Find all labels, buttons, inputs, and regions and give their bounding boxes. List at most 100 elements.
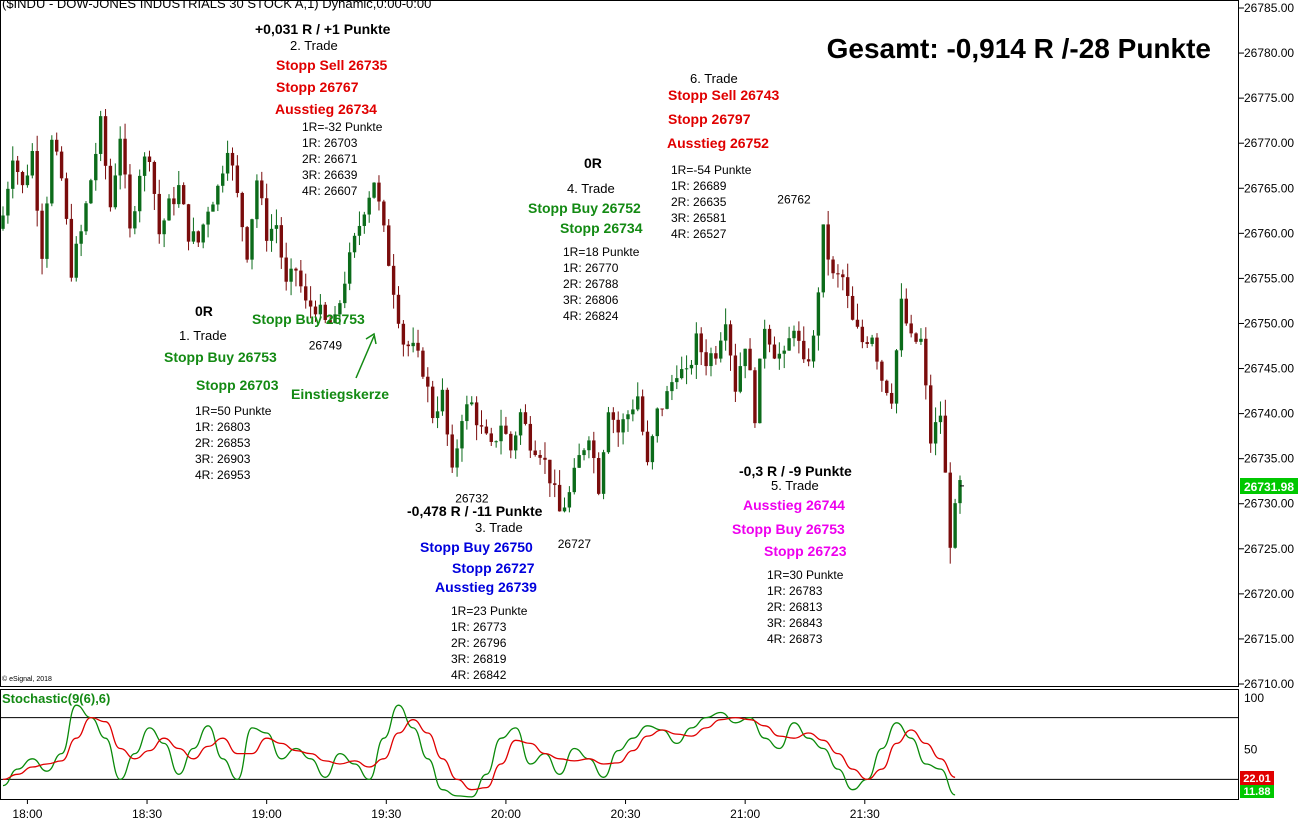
candle-body bbox=[11, 160, 15, 189]
candle-body bbox=[191, 231, 196, 242]
candle-body bbox=[157, 193, 161, 235]
trade-3-level: 3R: 26819 bbox=[451, 652, 507, 666]
candle-body bbox=[806, 359, 811, 362]
swing-point-label: 26762 bbox=[777, 192, 811, 206]
candle-body bbox=[885, 380, 889, 393]
candle-body bbox=[167, 198, 171, 221]
candle-body bbox=[74, 243, 78, 278]
candle-body bbox=[655, 408, 659, 437]
d-value: 22.01 bbox=[1243, 773, 1271, 785]
trade-4-name: 4. Trade bbox=[567, 181, 615, 196]
trade-2-name: 2. Trade bbox=[290, 38, 338, 53]
candle-body bbox=[269, 228, 274, 241]
candle-body bbox=[152, 161, 157, 194]
candle-body bbox=[577, 455, 581, 468]
candle-body bbox=[640, 396, 645, 432]
trade-5-result: -0,3 R / -9 Punkte bbox=[739, 463, 852, 479]
trade-5-annotation: -0,3 R / -9 Punkte 5. Trade Ausstieg 267… bbox=[732, 463, 852, 646]
candle-body bbox=[274, 225, 279, 229]
trade-4-r: 0R bbox=[584, 155, 602, 171]
candle-body bbox=[323, 304, 327, 320]
time-axis: 18:00 18:30 19:00 19:30 20:00 20:30 21:00 21:30 bbox=[12, 799, 880, 821]
trade-1-level: 1R: 26803 bbox=[195, 420, 251, 434]
trade-6-r-line: 1R=-54 Punkte bbox=[671, 163, 752, 177]
candle-body bbox=[782, 350, 786, 354]
trade-6-annotation: 6. Trade Stopp Sell 26743 Stopp 26797 Au… bbox=[667, 71, 779, 241]
trade-1-level: 2R: 26853 bbox=[195, 436, 251, 450]
trade-3-exit: Ausstieg 26739 bbox=[435, 579, 537, 595]
candle-body bbox=[25, 175, 30, 186]
candle-body bbox=[850, 295, 855, 320]
trade-1-annotation: 0R 1. Trade Stopp Buy 26753 Stopp 26703 … bbox=[164, 303, 279, 482]
candle-body bbox=[94, 153, 98, 181]
candle-body bbox=[245, 227, 249, 260]
candle-body bbox=[860, 326, 865, 343]
candle-body bbox=[84, 203, 88, 232]
candle-body bbox=[387, 225, 391, 266]
candle-body bbox=[855, 319, 860, 327]
candle-body bbox=[304, 286, 308, 301]
candle-body bbox=[430, 386, 435, 419]
candle-body bbox=[562, 507, 567, 512]
candle-body bbox=[294, 268, 298, 271]
time-tick-label: 21:00 bbox=[730, 807, 760, 821]
candle-body bbox=[723, 324, 728, 341]
entry-arrow-head bbox=[365, 332, 377, 345]
candle-body bbox=[636, 396, 640, 410]
candle-body bbox=[103, 116, 108, 166]
candle-body bbox=[465, 404, 469, 422]
candle-body bbox=[1, 215, 5, 229]
trade-3-level: 1R: 26773 bbox=[451, 620, 507, 634]
candle-body bbox=[411, 342, 415, 347]
trade-2-level: 2R: 26671 bbox=[302, 152, 358, 166]
candle-body bbox=[738, 366, 742, 392]
candle-body bbox=[352, 235, 357, 253]
trade-1-level: 3R: 26903 bbox=[195, 452, 251, 466]
candle-body bbox=[221, 173, 225, 186]
candle-body bbox=[792, 330, 796, 339]
candle-body bbox=[767, 328, 772, 345]
candle-body bbox=[728, 324, 733, 356]
trade-4-level: 1R: 26770 bbox=[563, 261, 619, 275]
candle-body bbox=[704, 352, 708, 367]
candle-body bbox=[899, 298, 904, 351]
candle-body bbox=[123, 138, 127, 175]
trade-2-exit: Ausstieg 26734 bbox=[275, 101, 377, 117]
candle-body bbox=[538, 454, 542, 458]
trade-3-r-line: 1R=23 Punkte bbox=[451, 604, 528, 618]
k-value-badge bbox=[1240, 785, 1274, 798]
candle-body bbox=[308, 300, 313, 307]
candle-body bbox=[889, 392, 894, 404]
candle-body bbox=[255, 180, 259, 220]
candle-body bbox=[533, 450, 537, 455]
candle-body bbox=[616, 419, 620, 433]
candle-body bbox=[631, 409, 635, 415]
trade-5-level: 4R: 26873 bbox=[767, 632, 823, 646]
candle-body bbox=[196, 231, 201, 243]
price-tick-label: 26775.00 bbox=[1244, 91, 1294, 105]
candle-body bbox=[699, 333, 703, 353]
candle-body bbox=[279, 225, 284, 258]
candle-body bbox=[762, 328, 767, 359]
candle-body bbox=[841, 274, 845, 278]
price-tick-label: 26755.00 bbox=[1244, 271, 1294, 285]
candle-body bbox=[821, 224, 825, 293]
trade-4-annotation: 0R 4. Trade Stopp Buy 26752 Stopp 26734 … bbox=[528, 155, 643, 323]
trade-5-exit: Ausstieg 26744 bbox=[743, 497, 845, 513]
candle-body bbox=[645, 431, 650, 463]
time-tick-label: 20:00 bbox=[491, 807, 521, 821]
candle-body bbox=[177, 185, 181, 205]
candle-body bbox=[235, 165, 240, 193]
esignal-watermark: © eSignal, 2018 bbox=[2, 675, 52, 683]
candle-body bbox=[953, 503, 957, 548]
candle-body bbox=[421, 350, 425, 377]
candle-body bbox=[260, 180, 264, 199]
candle-body bbox=[904, 298, 908, 324]
candle-body bbox=[523, 412, 528, 424]
candle-body bbox=[650, 436, 655, 463]
candle-body bbox=[406, 344, 410, 347]
candle-body bbox=[880, 361, 884, 381]
candle-body bbox=[797, 330, 801, 341]
trade-5-stop: Stopp 26723 bbox=[764, 543, 847, 559]
